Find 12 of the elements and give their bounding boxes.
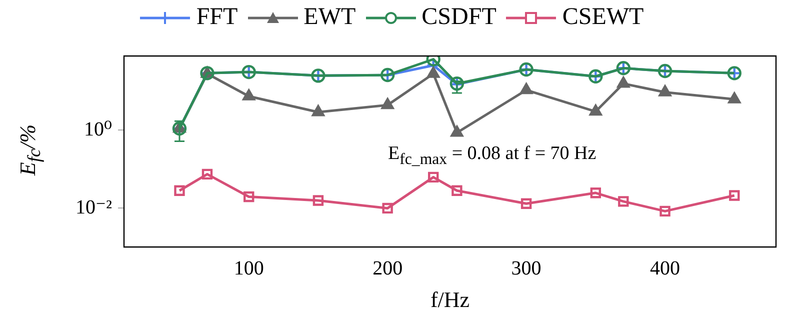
x-tick-label: 200 [372, 257, 403, 280]
x-tick-label: 300 [511, 257, 542, 280]
x-tick-label: 400 [650, 257, 680, 280]
annotation: E$_{fc_max}$ = 0.08 at f = 70 Hz [388, 143, 596, 169]
legend-label: CSDFT [422, 4, 496, 31]
y-tick-label: 10⁰ [84, 118, 112, 140]
x-tick-label: 100 [234, 257, 264, 280]
y-tick-label: 10⁻² [75, 196, 112, 218]
legend-label: CSEWT [562, 4, 644, 31]
x-axis-title: f/Hz [430, 287, 470, 313]
legend-label: EWT [304, 4, 356, 31]
legend-label: FFT [196, 4, 238, 31]
